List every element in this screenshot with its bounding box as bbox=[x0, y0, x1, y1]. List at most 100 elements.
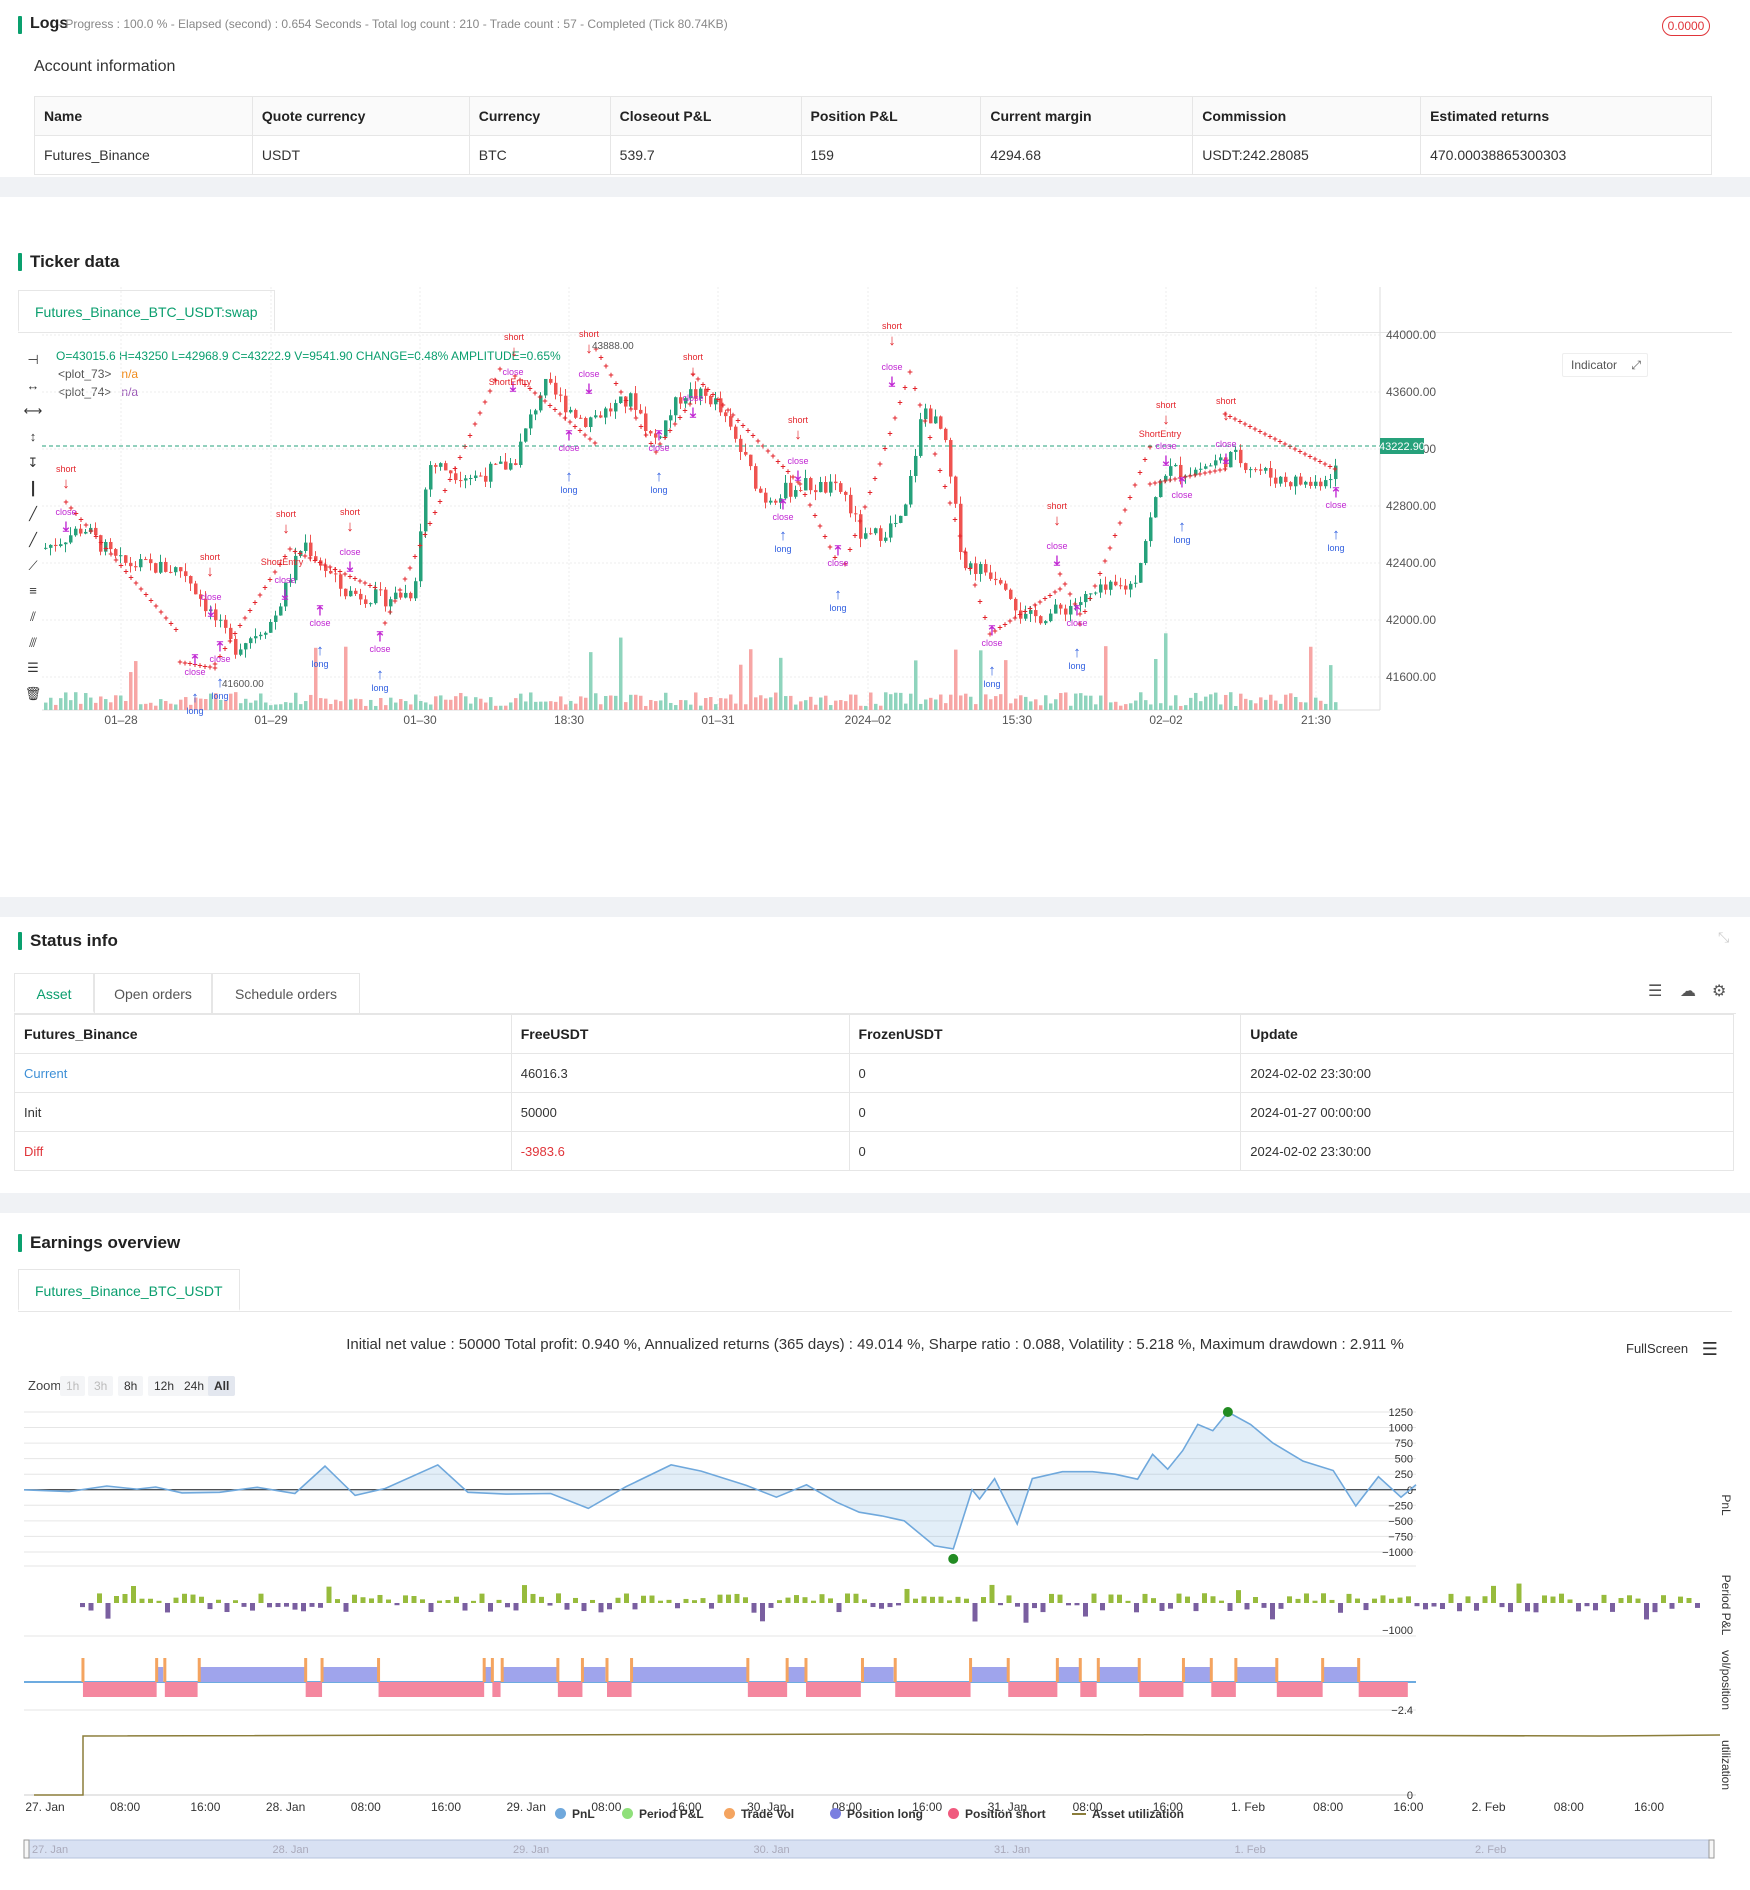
arrow-down-icon: ⤓ bbox=[1162, 452, 1170, 468]
volume-bar bbox=[1279, 703, 1283, 710]
tab-asset[interactable]: Asset bbox=[14, 973, 94, 1013]
volume-bar bbox=[884, 692, 888, 710]
candle-body bbox=[144, 559, 148, 561]
sar-cross: + bbox=[857, 516, 862, 526]
sar-cross: + bbox=[1072, 599, 1077, 609]
list-icon[interactable]: ☰ bbox=[1648, 983, 1663, 1000]
candle-body bbox=[479, 475, 483, 477]
text-tool-icon[interactable]: ☰ bbox=[27, 660, 39, 676]
volume-bar bbox=[504, 705, 508, 710]
close-signal-label: close bbox=[787, 456, 808, 466]
trend-line-icon[interactable]: ╱ bbox=[29, 506, 37, 522]
volume-bar bbox=[284, 702, 288, 710]
indicator-button[interactable]: Indicator ⤢ bbox=[1562, 353, 1648, 377]
volume-bar bbox=[89, 697, 93, 710]
legend-item-asset-utilization[interactable]: Asset utilization bbox=[1072, 1807, 1184, 1821]
candle-body bbox=[104, 541, 108, 552]
legend-label: Period P&L bbox=[639, 1807, 704, 1821]
candle-body bbox=[1239, 449, 1243, 464]
segment-icon[interactable]: ⟷ bbox=[23, 403, 43, 419]
cloud-download-icon[interactable]: ☁ bbox=[1680, 983, 1696, 1000]
menu-icon[interactable]: ☰ bbox=[1701, 1339, 1718, 1359]
zoom-all-button[interactable]: All bbox=[208, 1376, 236, 1396]
pitchfork-icon[interactable]: ⫻ bbox=[29, 634, 37, 650]
status-section: Status info ⤡ Asset Open orders Schedule o… bbox=[0, 917, 1750, 1193]
sar-cross: + bbox=[1137, 467, 1142, 477]
vertical-segment-icon[interactable]: ┃ bbox=[29, 480, 37, 496]
tab-schedule-orders[interactable]: Schedule orders bbox=[212, 973, 360, 1013]
collapse-icon[interactable]: ⤡ bbox=[1718, 929, 1730, 945]
trash-icon[interactable]: 🗑 bbox=[24, 686, 42, 702]
candle-body bbox=[254, 636, 258, 639]
vertical-line-icon[interactable]: ↕ bbox=[29, 429, 37, 445]
arrow-up-icon: ⤒ bbox=[988, 622, 996, 638]
gear-icon[interactable]: ⚙ bbox=[1712, 983, 1727, 1000]
sar-cross: + bbox=[1067, 589, 1072, 599]
volume-bar bbox=[899, 692, 903, 710]
sar-cross: + bbox=[572, 421, 577, 431]
horizontal-ray-icon[interactable]: ⊣ bbox=[27, 352, 39, 367]
sar-cross: + bbox=[347, 571, 352, 581]
volume-bar bbox=[629, 694, 633, 710]
candle-body bbox=[804, 478, 808, 491]
sar-cross: + bbox=[667, 426, 672, 436]
tab-earnings-symbol[interactable]: Futures_Binance_BTC_USDT bbox=[18, 1269, 240, 1311]
volume-bar bbox=[874, 703, 878, 710]
expand-icon[interactable]: ⤢ bbox=[1631, 358, 1641, 372]
zoom-12h-button[interactable]: 12h bbox=[148, 1376, 181, 1396]
volume-bar bbox=[1264, 699, 1268, 710]
candle-body bbox=[1099, 584, 1103, 593]
legend-item-position-long[interactable]: Position long bbox=[830, 1807, 923, 1821]
candle-body bbox=[189, 576, 193, 584]
sar-cross: + bbox=[1157, 477, 1162, 487]
sar-cross: + bbox=[862, 502, 867, 512]
ray-icon[interactable]: ╱ bbox=[29, 531, 37, 547]
sar-cross: + bbox=[770, 451, 775, 461]
volume-bar bbox=[144, 703, 148, 710]
volume-bar bbox=[699, 705, 703, 710]
volume-bar bbox=[889, 694, 893, 710]
sar-cross: + bbox=[917, 400, 922, 410]
tab-ticker-symbol[interactable]: Futures_Binance_BTC_USDT:swap bbox=[18, 290, 275, 332]
volume-bar bbox=[1139, 692, 1143, 710]
sar-cross: + bbox=[392, 596, 397, 606]
volume-bar bbox=[999, 694, 1003, 710]
asset-cell[interactable]: Current bbox=[14, 1053, 512, 1093]
zoom-8h-button[interactable]: 8h bbox=[118, 1376, 144, 1396]
candle-body bbox=[1039, 616, 1043, 624]
candle-body bbox=[1089, 593, 1093, 595]
candle-body bbox=[234, 638, 238, 655]
legend-item-period-p-l[interactable]: Period P&L bbox=[622, 1807, 704, 1821]
volume-bar bbox=[419, 700, 423, 710]
volume-bar bbox=[1144, 700, 1148, 710]
extended-line-icon[interactable]: ⟋ bbox=[28, 557, 38, 573]
arrow-up-icon: ⤒ bbox=[565, 427, 573, 443]
candle-body bbox=[949, 440, 953, 477]
candle-body bbox=[569, 409, 573, 413]
sar-cross: + bbox=[628, 404, 633, 414]
zoom-1h-button[interactable]: 1h bbox=[60, 1376, 86, 1396]
sar-cross: + bbox=[797, 479, 802, 489]
fullscreen-button[interactable]: FullScreen ☰ bbox=[1626, 1339, 1718, 1359]
legend-item-trade-vol[interactable]: Trade Vol bbox=[724, 1807, 794, 1821]
sar-cross: + bbox=[357, 576, 362, 586]
high-price-label: 43888.00 bbox=[592, 341, 634, 352]
volume-bar bbox=[1009, 703, 1013, 710]
zoom-24h-button[interactable]: 24h bbox=[178, 1376, 211, 1396]
sar-cross: + bbox=[247, 605, 252, 615]
volume-bar bbox=[979, 650, 983, 710]
candle-body bbox=[789, 482, 793, 497]
tab-open-orders[interactable]: Open orders bbox=[94, 973, 212, 1013]
vertical-ray-icon[interactable]: ↧ bbox=[27, 454, 39, 470]
candle-body bbox=[1319, 481, 1323, 487]
legend-item-position-short[interactable]: Position short bbox=[948, 1807, 1046, 1821]
legend-dot-icon bbox=[555, 1808, 566, 1819]
zoom-3h-button[interactable]: 3h bbox=[88, 1376, 114, 1396]
parallel-channel-icon[interactable]: ⫽ bbox=[30, 609, 36, 624]
horizontal-line-icon[interactable]: ↔ bbox=[26, 377, 40, 393]
volume-bar bbox=[459, 692, 463, 710]
fib-icon[interactable]: ≡ bbox=[29, 583, 37, 599]
sar-cross: + bbox=[417, 541, 422, 551]
short-entry-label: ShortEntry bbox=[1139, 429, 1182, 439]
legend-item-pnl[interactable]: PnL bbox=[555, 1807, 595, 1821]
